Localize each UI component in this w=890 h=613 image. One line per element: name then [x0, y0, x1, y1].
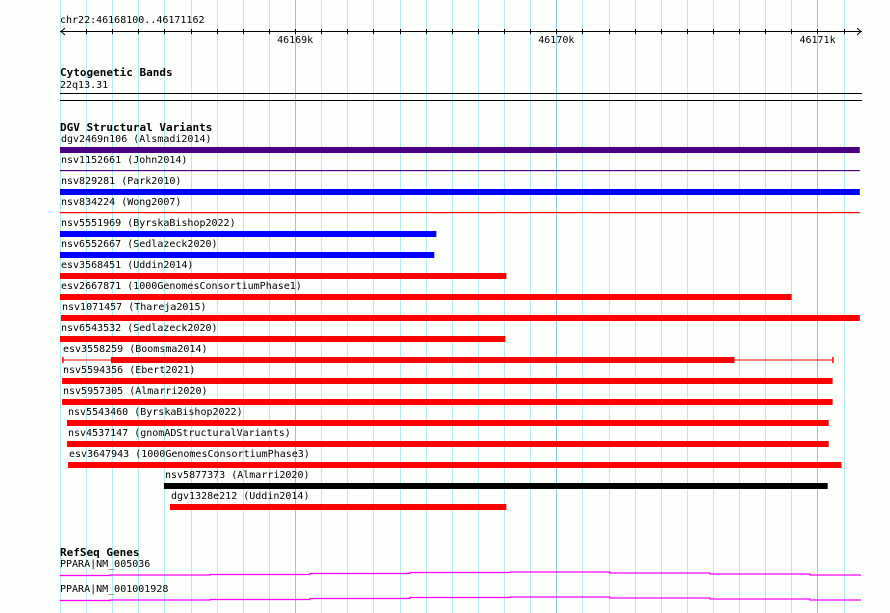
sv-feature-label[interactable]: nsv829281 (Park2010)	[61, 176, 182, 187]
sv-feature-bar[interactable]	[60, 336, 506, 342]
sv-feature-label[interactable]: esv2667871 (1000GenomesConsortiumPhase1)	[61, 281, 302, 292]
sv-feature-bar[interactable]	[60, 273, 507, 279]
ruler-right-arrow-icon[interactable]	[856, 27, 862, 36]
sv-feature-label[interactable]: nsv5957305 (Almarri2020)	[63, 386, 208, 397]
sv-feature-label[interactable]: nsv5594356 (Ebert2021)	[63, 365, 196, 376]
sv-feature-bar[interactable]	[62, 399, 833, 405]
sv-feature-end-cap	[832, 357, 834, 363]
ruler-left-arrow-icon[interactable]	[60, 27, 66, 36]
sv-feature-label[interactable]: esv3568451 (Uddin2014)	[61, 260, 194, 271]
sv-feature-bar[interactable]	[60, 231, 437, 237]
sv-feature-label[interactable]: esv3558259 (Boomsma2014)	[63, 344, 208, 355]
sv-feature-bar[interactable]	[60, 147, 860, 153]
sv-feature-bar[interactable]	[110, 357, 735, 363]
sv-feature-line[interactable]	[60, 170, 860, 172]
sv-feature-label[interactable]: nsv1152661 (John2014)	[61, 155, 188, 166]
sv-feature-bar[interactable]	[60, 189, 860, 195]
sv-feature-label[interactable]: esv3647943 (1000GenomesConsortiumPhase3)	[69, 449, 310, 460]
refseq-track-title[interactable]: RefSeq Genes	[60, 546, 140, 559]
sv-feature-line[interactable]	[60, 212, 860, 214]
gene-model-line[interactable]	[60, 571, 861, 577]
sv-feature-bar[interactable]	[67, 441, 829, 447]
ruler-location: chr22:46168100..46171162	[60, 15, 205, 26]
ruler-tick-label: 46171k	[799, 35, 836, 46]
dgv-track-title[interactable]: DGV Structural Variants	[60, 121, 213, 134]
sv-feature-label[interactable]: nsv6543532 (Sedlazeck2020)	[61, 323, 218, 334]
cytoband-label: 22q13.31	[60, 80, 109, 91]
sv-feature-label[interactable]: nsv6552667 (Sedlazeck2020)	[61, 239, 218, 250]
ruler-tick-label: 46169k	[277, 35, 314, 46]
sv-feature-label[interactable]: nsv4537147 (gnomADStructuralVariants)	[68, 428, 291, 439]
sv-feature-bar[interactable]	[61, 315, 860, 321]
sv-feature-label[interactable]: nsv5877373 (Almarri2020)	[165, 470, 310, 481]
sv-feature-label[interactable]: nsv5543460 (ByrskaBishop2022)	[68, 407, 243, 418]
sv-feature-label[interactable]: nsv1071457 (Thareja2015)	[62, 302, 207, 313]
sv-feature-label[interactable]: nsv834224 (Wong2007)	[61, 197, 182, 208]
sv-feature-bar[interactable]	[67, 420, 829, 426]
sv-feature-bar[interactable]	[169, 504, 507, 510]
sv-feature-bar[interactable]	[68, 462, 842, 468]
gene-label[interactable]: PPARA|NM_005036	[60, 559, 151, 570]
sv-feature-bar[interactable]	[62, 378, 833, 384]
ruler-tick-label: 46170k	[538, 35, 575, 46]
sv-feature-bar[interactable]	[60, 294, 792, 300]
sv-feature-bar[interactable]	[163, 483, 828, 489]
sv-feature-label[interactable]: nsv5551969 (ByrskaBishop2022)	[61, 218, 236, 229]
sv-feature-start-cap	[62, 357, 64, 363]
sv-feature-label[interactable]: dgv2469n106 (Alsmadi2014)	[61, 134, 212, 145]
sv-feature-label[interactable]: dgv1328e212 (Uddin2014)	[171, 491, 310, 502]
sv-feature-bar[interactable]	[60, 252, 435, 258]
gene-label[interactable]: PPARA|NM_001001928	[60, 584, 169, 595]
cytoband-track-title[interactable]: Cytogenetic Bands	[60, 66, 173, 79]
gene-model-line[interactable]	[60, 596, 861, 602]
